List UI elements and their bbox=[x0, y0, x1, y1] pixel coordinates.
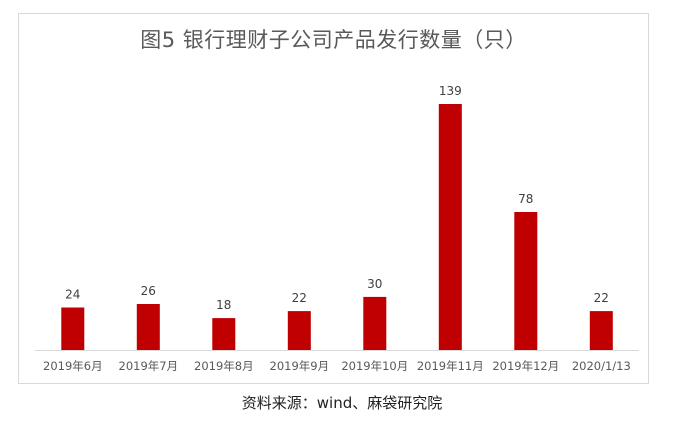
bar bbox=[61, 307, 85, 350]
data-label: 30 bbox=[367, 277, 382, 291]
data-label: 26 bbox=[141, 284, 156, 298]
data-label: 24 bbox=[65, 288, 80, 302]
x-tick-label: 2019年7月 bbox=[119, 359, 179, 373]
chart-frame: 图5 银行理财子公司产品发行数量（只） 24 26 18 22 30 139 78 22 20… bbox=[18, 13, 649, 384]
data-label: 22 bbox=[594, 291, 609, 305]
data-label: 78 bbox=[518, 192, 533, 206]
data-labels: 24 26 18 22 30 139 78 22 bbox=[65, 84, 609, 312]
data-label: 18 bbox=[216, 298, 231, 312]
x-tick-label: 2020/1/13 bbox=[572, 359, 631, 373]
bar bbox=[589, 311, 613, 350]
x-tick-label: 2019年9月 bbox=[270, 359, 330, 373]
bar bbox=[438, 104, 462, 350]
x-tick-label: 2019年6月 bbox=[43, 359, 103, 373]
data-label: 139 bbox=[439, 84, 462, 98]
bar bbox=[514, 212, 538, 350]
bar bbox=[136, 304, 160, 350]
x-tick-label: 2019年8月 bbox=[194, 359, 254, 373]
x-tick-label: 2019年12月 bbox=[492, 359, 559, 373]
category-labels: 2019年6月 2019年7月 2019年8月 2019年9月 2019年10月 2019… bbox=[43, 359, 631, 373]
bar bbox=[363, 296, 387, 350]
x-tick-label: 2019年10月 bbox=[341, 359, 408, 373]
data-label: 22 bbox=[292, 291, 307, 305]
chart-title: 图5 银行理财子公司产品发行数量（只） bbox=[140, 28, 527, 52]
bar bbox=[212, 318, 236, 350]
bar-series bbox=[61, 104, 613, 350]
bar bbox=[287, 311, 311, 350]
x-tick-label: 2019年11月 bbox=[417, 359, 484, 373]
source-note: 资料来源：wind、麻袋研究院 bbox=[241, 394, 443, 412]
